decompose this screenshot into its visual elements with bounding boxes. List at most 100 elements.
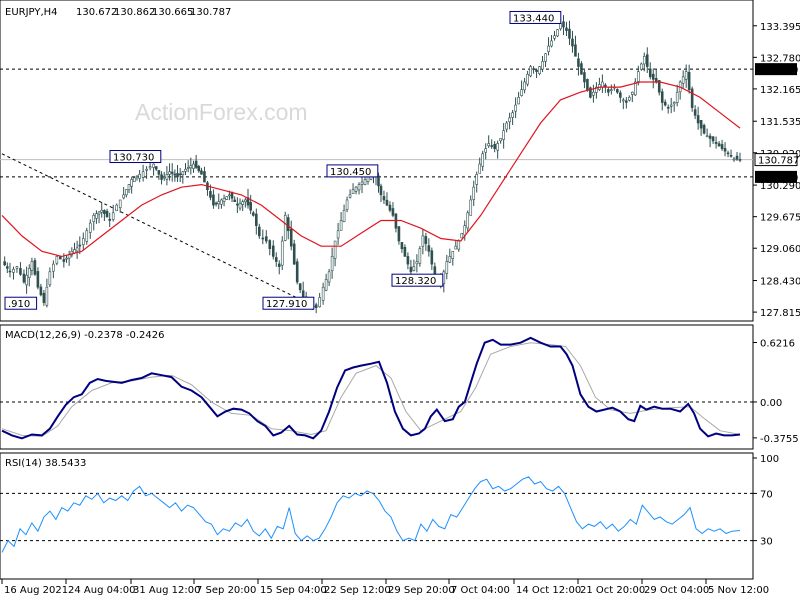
candle-body bbox=[81, 238, 85, 245]
x-tick-label-6: 29 Sep 20:00 bbox=[388, 585, 455, 596]
candle-body bbox=[268, 240, 272, 250]
header-open: 130.672 bbox=[76, 7, 117, 18]
candle-body bbox=[693, 109, 697, 116]
price-tick-label-3: 131.535 bbox=[760, 117, 800, 128]
candle-body bbox=[141, 171, 145, 178]
candle-body bbox=[274, 257, 278, 262]
candle-body bbox=[645, 54, 649, 67]
candle-body bbox=[194, 160, 198, 168]
candle-body bbox=[469, 199, 473, 216]
candle-body bbox=[397, 226, 401, 242]
candle-body bbox=[738, 159, 742, 161]
level-price-label-0: 132.550 bbox=[757, 65, 798, 76]
candle-body bbox=[681, 76, 685, 84]
candle-body bbox=[651, 73, 655, 80]
candle-body bbox=[298, 283, 302, 291]
candle-body bbox=[711, 136, 715, 142]
candle-body bbox=[400, 242, 404, 250]
candle-body bbox=[379, 185, 383, 196]
rsi-tick-label-1: 70 bbox=[760, 489, 773, 500]
price-label-4: 128.320 bbox=[395, 276, 436, 287]
candle-body bbox=[36, 271, 40, 288]
candle-body bbox=[502, 130, 505, 140]
candle-body bbox=[391, 208, 395, 216]
candle-body bbox=[152, 163, 155, 168]
candle-body bbox=[657, 80, 661, 93]
rsi-tick-label-0: 100 bbox=[760, 454, 779, 465]
price-label-2: 127.910 bbox=[266, 299, 307, 310]
candle-body bbox=[559, 23, 562, 30]
watermark: ActionForex.com bbox=[135, 99, 308, 125]
candle-body bbox=[30, 261, 34, 271]
candle-body bbox=[619, 92, 622, 98]
candle-body bbox=[184, 168, 187, 172]
candle-body bbox=[460, 233, 464, 239]
candle-body bbox=[454, 245, 458, 250]
candle-body bbox=[333, 240, 337, 259]
candle-body bbox=[209, 191, 212, 198]
candle-body bbox=[189, 165, 193, 169]
candle-body bbox=[418, 248, 422, 264]
candle-body bbox=[62, 259, 66, 262]
price-label-box-4 bbox=[391, 273, 444, 287]
macd-tick-label-2: -0.3755 bbox=[760, 434, 799, 445]
candle-body bbox=[550, 40, 553, 47]
price-tick-label-2: 132.165 bbox=[760, 85, 800, 96]
candle-body bbox=[684, 71, 688, 80]
candle-body bbox=[22, 273, 26, 283]
candle-body bbox=[607, 89, 610, 93]
candle-body bbox=[574, 44, 577, 57]
candle-body bbox=[258, 226, 261, 237]
candle-body bbox=[690, 88, 694, 108]
candle-body bbox=[108, 218, 112, 221]
price-label-box-5 bbox=[509, 10, 562, 24]
candle-body bbox=[92, 215, 96, 222]
candle-body bbox=[103, 210, 106, 214]
candle-body bbox=[217, 201, 221, 205]
candle-body bbox=[65, 257, 68, 260]
candle-body bbox=[52, 263, 55, 272]
candle-body bbox=[406, 256, 410, 265]
candle-body bbox=[723, 148, 727, 152]
price-label-box-2 bbox=[262, 296, 315, 310]
candle-body bbox=[115, 204, 118, 212]
candle-body bbox=[212, 194, 215, 206]
candle-body bbox=[301, 290, 305, 298]
price-label-1: 130.730 bbox=[113, 153, 154, 164]
x-tick-label-8: 14 Oct 12:00 bbox=[516, 585, 581, 596]
candle-body bbox=[583, 72, 586, 83]
candle-body bbox=[490, 145, 493, 147]
current-price-box bbox=[754, 153, 798, 167]
candle-body bbox=[592, 91, 595, 96]
candle-body bbox=[168, 171, 171, 175]
candle-body bbox=[345, 199, 349, 210]
level-price-box-1 bbox=[755, 170, 797, 183]
candle-body bbox=[3, 261, 6, 266]
candle-body bbox=[577, 58, 580, 67]
candle-body bbox=[261, 237, 265, 240]
candle-body bbox=[514, 104, 517, 112]
candle-body bbox=[430, 250, 434, 265]
candle-body bbox=[327, 271, 331, 283]
x-tick-label-5: 22 Sep 12:00 bbox=[324, 585, 391, 596]
rsi-panel-frame bbox=[0, 452, 754, 580]
candle-body bbox=[271, 245, 275, 257]
candle-body bbox=[170, 171, 174, 174]
candle-body bbox=[255, 213, 258, 226]
candle-body bbox=[249, 202, 252, 211]
candle-body bbox=[421, 235, 425, 247]
candle-body bbox=[544, 53, 547, 62]
header-high: 130.862 bbox=[114, 7, 155, 18]
candle-body bbox=[580, 63, 583, 75]
candle-body bbox=[363, 179, 367, 185]
candle-body bbox=[33, 260, 37, 275]
candle-body bbox=[541, 61, 544, 70]
macd-tick-label-0: 0.6216 bbox=[760, 338, 795, 349]
level-price-label-1: 130.450 bbox=[757, 173, 798, 184]
candle-body bbox=[8, 270, 12, 273]
price-label-5: 133.440 bbox=[513, 13, 554, 24]
candle-body bbox=[342, 209, 346, 222]
candle-body bbox=[714, 141, 718, 144]
candle-body bbox=[178, 173, 182, 176]
x-tick-label-0: 16 Aug 2021 bbox=[4, 585, 68, 596]
